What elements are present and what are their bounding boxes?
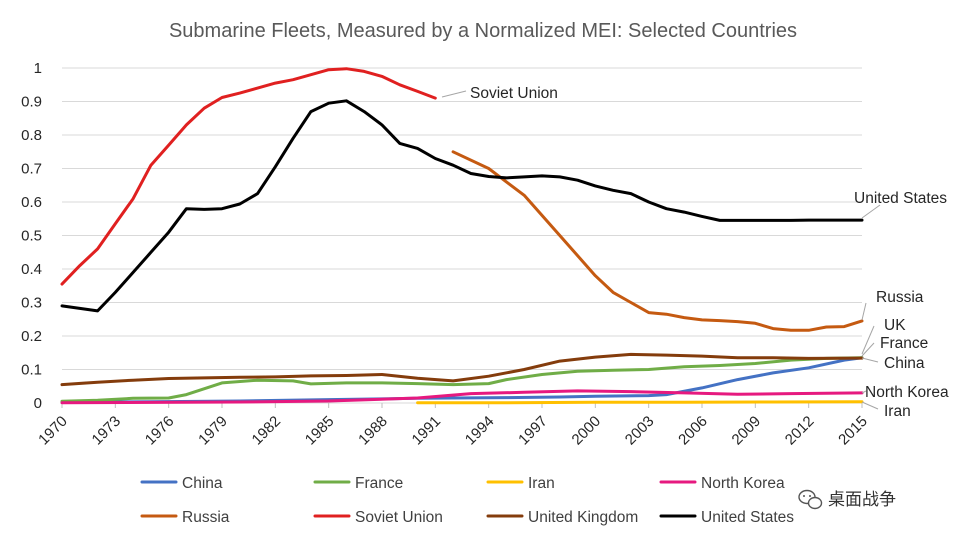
x-tick-label: 2006 [675,413,711,449]
legend: China France Iran North Korea Russia Soviet U… [140,475,794,526]
legend-item-north-korea: North Korea [659,475,785,492]
x-tick-label: 1985 [302,413,338,449]
series-line-united-kingdom [60,352,864,387]
legend-item-russia: Russia [140,509,230,526]
y-tick-label: 0.8 [21,127,42,144]
y-tick-label: 0.1 [21,362,42,379]
iran-label: Iran [884,403,911,420]
series-annotations: Soviet Union United States Russia UK Fra… [441,85,949,420]
north-korea-label: North Korea [865,384,949,401]
series-line-russia [451,150,864,332]
legend-item-united-kingdom: United Kingdom [486,509,638,526]
y-tick-label: 0.9 [21,94,42,111]
legend-label: France [355,475,403,492]
y-tick-label: 0.4 [21,261,42,278]
series-line-united-states [60,99,864,313]
gridlines [62,67,862,404]
series-line-north-korea [60,389,864,405]
soviet-union-leader-line [441,90,467,98]
series-lines [60,67,864,405]
x-tick-label: 1988 [355,413,391,449]
y-tick-label: 0.5 [21,228,42,245]
china-label: China [884,355,925,372]
soviet-union-label: Soviet Union [470,85,558,102]
y-axis-ticks: 0 0.1 0.2 0.3 0.4 0.5 0.6 0.7 0.8 0.9 1 [21,60,42,412]
legend-item-france: France [313,475,403,492]
x-tick-label: 1982 [249,413,285,449]
legend-label: United Kingdom [528,509,638,526]
x-tick-label: 2003 [622,413,658,449]
series-line-soviet-union [60,67,437,286]
legend-label: China [182,475,223,492]
y-tick-label: 0.6 [21,194,42,211]
legend-label: North Korea [701,475,785,492]
uk-label: UK [884,317,906,334]
series-line-france [60,356,864,403]
legend-label: United States [701,509,794,526]
uk-leader-line [861,325,875,355]
x-tick-label: 1997 [515,413,551,449]
y-tick-label: 1 [34,60,42,77]
y-tick-label: 0.7 [21,161,42,178]
china-leader-line [861,357,879,363]
y-tick-label: 0 [34,395,42,412]
legend-label: Russia [182,509,230,526]
legend-item-united-states: United States [659,509,794,526]
x-tick-label: 2012 [782,413,818,449]
france-leader-line [861,342,875,357]
watermark-text: 桌面战争 [828,490,896,509]
series-line-iran [416,400,864,405]
x-tick-label: 1994 [462,413,498,449]
legend-label: Soviet Union [355,509,443,526]
russia-label: Russia [876,289,924,306]
x-tick-label: 1991 [409,413,445,449]
x-tick-label: 2009 [729,413,765,449]
y-tick-label: 0.2 [21,328,42,345]
y-tick-label: 0.3 [21,295,42,312]
russia-leader-line [861,302,867,321]
x-tick-label: 1970 [35,413,71,449]
x-tick-label: 1976 [142,413,178,449]
x-tick-label: 2000 [569,413,605,449]
north-korea-leader-line [861,390,867,394]
legend-label: Iran [528,475,555,492]
watermark: 桌面战争 [798,489,896,510]
united-states-leader-line [861,204,881,219]
united-states-label: United States [854,190,947,207]
iran-leader-line [861,401,879,410]
x-tick-label: 1979 [195,413,231,449]
wechat-icon [798,489,823,510]
x-tick-label: 2015 [835,413,871,449]
legend-item-soviet-union: Soviet Union [313,509,443,526]
x-axis-ticks: 1970 1973 1976 1979 1982 1985 1988 1991 1994 1997… [35,403,871,448]
legend-item-china: China [140,475,223,492]
chart-title: Submarine Fleets, Measured by a Normaliz… [169,20,797,42]
france-label: France [880,335,928,352]
legend-item-iran: Iran [486,475,555,492]
x-tick-label: 1973 [89,413,125,449]
